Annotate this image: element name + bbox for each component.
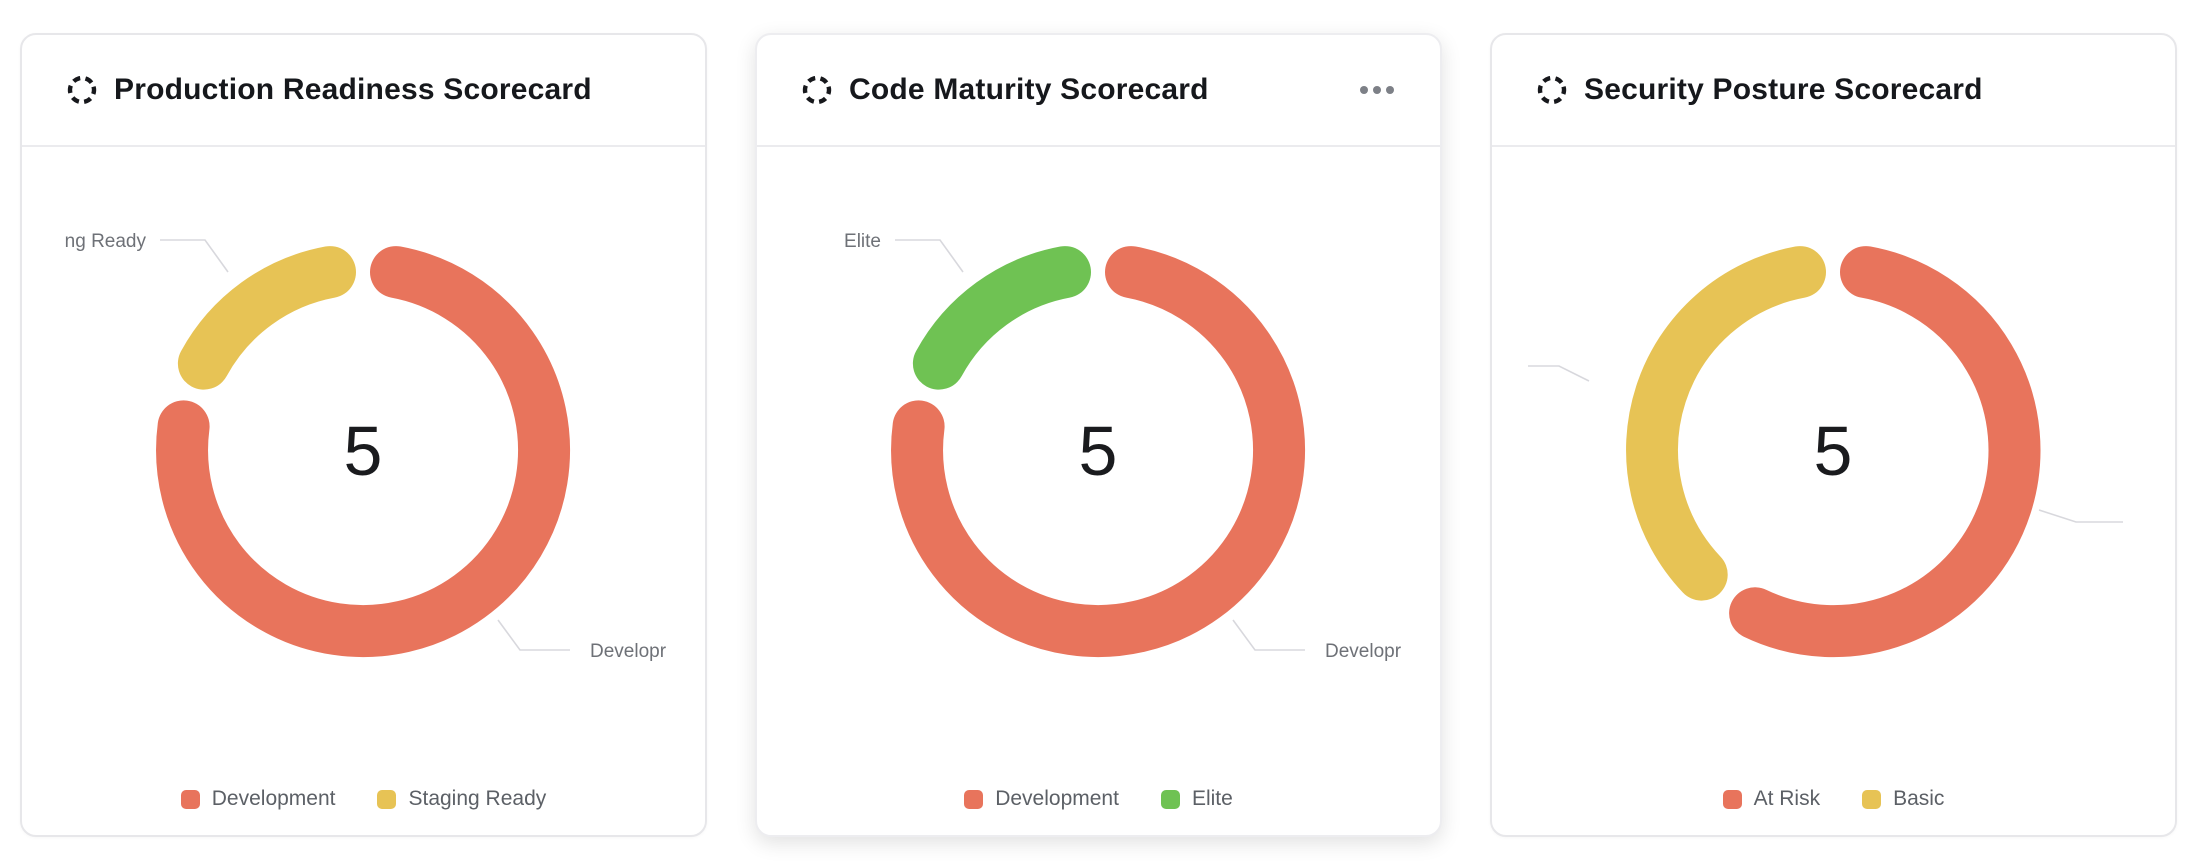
chart-legend: Development Elite bbox=[757, 767, 1440, 831]
donut-center-value: 5 bbox=[1079, 412, 1118, 490]
card-code-maturity: Code Maturity Scorecard Elite Developr 5 bbox=[755, 33, 1442, 837]
legend-swatch bbox=[964, 789, 984, 809]
label-leader-line bbox=[497, 619, 570, 651]
card-production-readiness: Production Readiness Scorecard ng Ready … bbox=[20, 33, 707, 837]
legend-swatch bbox=[180, 789, 200, 809]
card-title: Security Posture Scorecard bbox=[1584, 73, 1983, 106]
donut-segment-development[interactable] bbox=[156, 246, 570, 658]
legend-item-at-risk[interactable]: At Risk bbox=[1722, 787, 1821, 811]
legend-item-staging-ready[interactable]: Staging Ready bbox=[377, 787, 546, 811]
label-leader-line bbox=[1528, 365, 1590, 382]
card-header: Security Posture Scorecard bbox=[1492, 35, 2175, 147]
legend-label: Elite bbox=[1191, 787, 1233, 810]
segment-label-development: Developr bbox=[590, 641, 667, 662]
legend-swatch bbox=[1862, 789, 1882, 809]
ellipsis-dot bbox=[1386, 86, 1394, 94]
segment-label-development: Developr bbox=[1325, 641, 1402, 662]
legend-label: Development bbox=[995, 787, 1119, 810]
donut-chart-production-readiness: ng Ready Developr 5 bbox=[22, 147, 705, 767]
label-leader-line bbox=[895, 239, 964, 273]
card-header: Production Readiness Scorecard bbox=[22, 35, 705, 147]
label-leader-line bbox=[160, 239, 229, 273]
legend-item-elite[interactable]: Elite bbox=[1160, 787, 1233, 811]
legend-swatch bbox=[1722, 789, 1742, 809]
label-leader-line bbox=[2038, 509, 2123, 523]
legend-item-basic[interactable]: Basic bbox=[1862, 787, 1944, 811]
legend-label: At Risk bbox=[1753, 787, 1821, 810]
legend-label: Staging Ready bbox=[408, 787, 547, 810]
scorecard-icon bbox=[802, 75, 832, 105]
label-leader-line bbox=[1232, 619, 1305, 651]
chart-legend: Development Staging Ready bbox=[22, 767, 705, 831]
donut-segment-basic[interactable] bbox=[1626, 246, 1826, 601]
ellipsis-dot bbox=[1373, 86, 1381, 94]
legend-swatch bbox=[1160, 789, 1180, 809]
segment-label-elite: Elite bbox=[844, 231, 881, 252]
card-menu-ellipsis-button[interactable] bbox=[1358, 80, 1396, 100]
card-title: Code Maturity Scorecard bbox=[849, 73, 1209, 106]
legend-swatch bbox=[377, 789, 397, 809]
scorecard-icon bbox=[67, 75, 97, 105]
donut-segment-at-risk[interactable] bbox=[1729, 246, 2041, 658]
legend-item-development[interactable]: Development bbox=[964, 787, 1119, 811]
ellipsis-dot bbox=[1360, 86, 1368, 94]
card-title: Production Readiness Scorecard bbox=[114, 73, 592, 106]
segment-label-staging-ready: ng Ready bbox=[65, 231, 147, 252]
donut-chart-code-maturity: Elite Developr 5 bbox=[757, 147, 1440, 767]
card-header: Code Maturity Scorecard bbox=[757, 35, 1440, 147]
chart-legend: At Risk Basic bbox=[1492, 767, 2175, 831]
donut-center-value: 5 bbox=[344, 412, 383, 490]
card-security-posture: Security Posture Scorecard 5 At Risk Bas… bbox=[1490, 33, 2177, 837]
donut-segment-elite[interactable] bbox=[912, 246, 1091, 390]
donut-chart-security-posture: 5 bbox=[1492, 147, 2175, 767]
scorecard-icon bbox=[1537, 75, 1567, 105]
legend-label: Development bbox=[211, 787, 336, 810]
legend-label: Basic bbox=[1893, 787, 1945, 810]
legend-item-development[interactable]: Development bbox=[180, 787, 336, 811]
donut-center-value: 5 bbox=[1814, 412, 1853, 490]
donut-segment-development[interactable] bbox=[891, 246, 1305, 658]
donut-segment-staging-ready[interactable] bbox=[177, 246, 356, 390]
